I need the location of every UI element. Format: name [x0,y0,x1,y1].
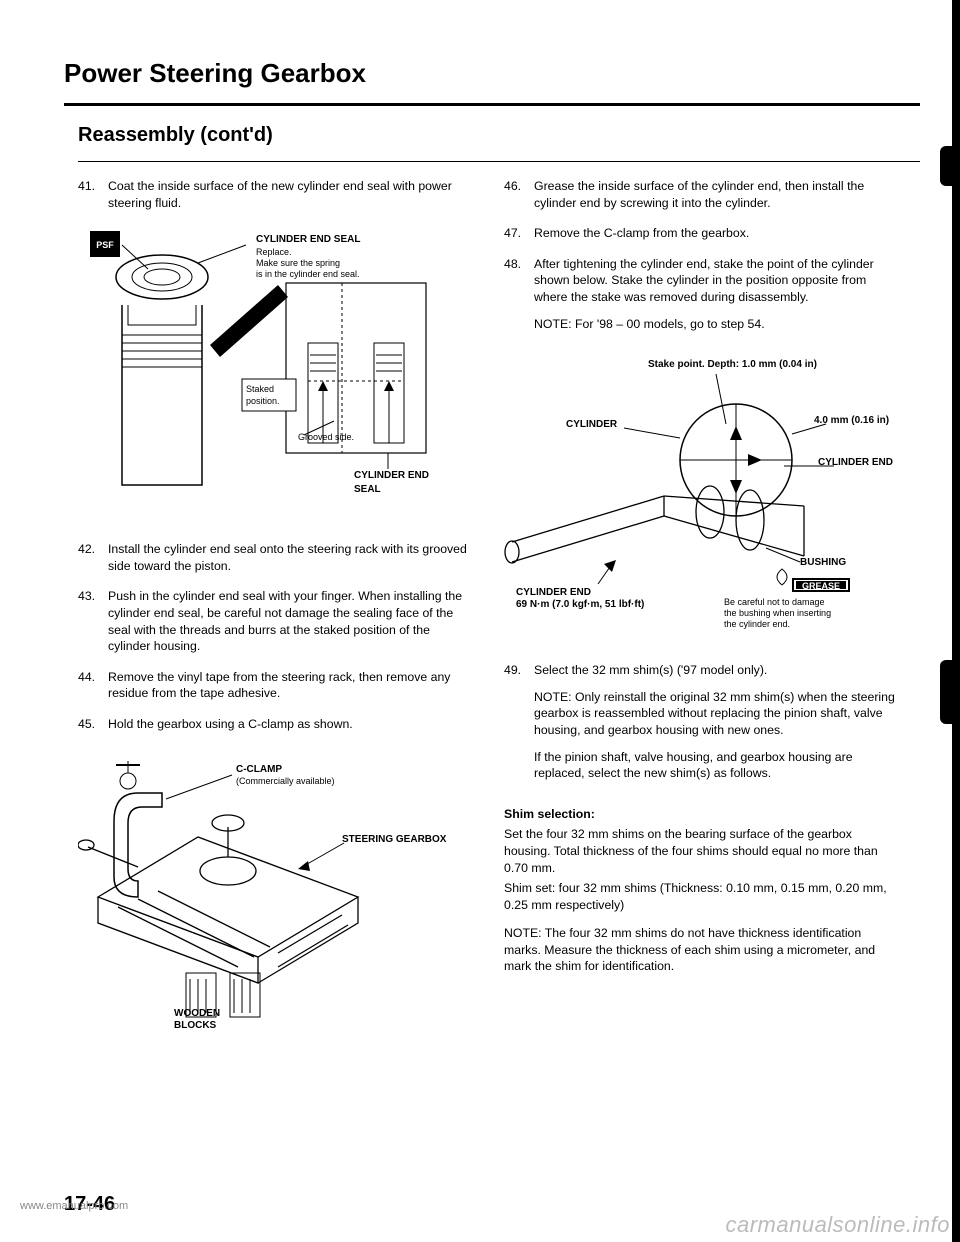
fig2-blocks2: BLOCKS [174,1019,216,1033]
step-49: 49. Select the 32 mm shim(s) ('97 model … [504,662,896,792]
step-number: 41. [78,178,100,211]
fig3-cylend: CYLINDER END [818,456,893,470]
figure-cylinder-end-seal: PSF [78,225,470,525]
fig1-label-a3: is in the cylinder end seal. [256,268,360,280]
step-text: Remove the C-clamp from the gearbox. [534,225,896,242]
step-47: 47. Remove the C-clamp from the gearbox. [504,225,896,242]
step-number: 42. [78,541,100,574]
figure2-svg [78,757,458,1027]
figure-c-clamp: C-CLAMP (Commercially available) STEERIN… [78,757,470,1027]
fig3-cylinder: CYLINDER [566,418,617,432]
step-41: 41. Coat the inside surface of the new c… [78,178,470,211]
page-content: Power Steering Gearbox Reassembly (cont'… [0,0,960,1063]
step-48: 48. After tightening the cylinder end, s… [504,256,896,342]
step-44: 44. Remove the vinyl tape from the steer… [78,669,470,702]
step-number: 43. [78,588,100,654]
step-45: 45. Hold the gearbox using a C-clamp as … [78,716,470,733]
fig3-stake: Stake point. Depth: 1.0 mm (0.04 in) [648,358,817,372]
left-column: 41. Coat the inside surface of the new c… [78,178,470,1043]
fig1-label-b: CYLINDER END SEAL [354,469,444,496]
fig3-torque2: 69 N·m (7.0 kgf·m, 51 lbf·ft) [516,598,644,612]
right-column: 46. Grease the inside surface of the cyl… [504,178,896,1043]
step-48-note: NOTE: For '98 – 00 models, go to step 54… [534,316,896,333]
step-number: 49. [504,662,526,792]
step-43: 43. Push in the cylinder end seal with y… [78,588,470,654]
figure-stake-point: Stake point. Depth: 1.0 mm (0.04 in) CYL… [504,356,896,646]
fig1-label-a: CYLINDER END SEAL [256,233,360,247]
rule-under-title [64,103,920,106]
step-text: Select the 32 mm shim(s) ('97 model only… [534,662,896,792]
section-title: Reassembly (cont'd) [78,124,920,147]
rule-under-section [78,161,920,162]
step-number: 48. [504,256,526,342]
step-text: Push in the cylinder end seal with your … [108,588,470,654]
fig3-care3: the cylinder end. [724,618,790,630]
fig1-staked: Staked position. [246,383,294,407]
watermark-left: www.emanualpro.com [20,1200,128,1212]
step-49-note1: NOTE: Only reinstall the original 32 mm … [534,689,896,739]
two-column-layout: 41. Coat the inside surface of the new c… [78,178,920,1043]
step-46: 46. Grease the inside surface of the cyl… [504,178,896,211]
fig3-grease: GREASE [802,580,840,592]
step-number: 44. [78,669,100,702]
step-text: After tightening the cylinder end, stake… [534,256,896,342]
step-text: Hold the gearbox using a C-clamp as show… [108,716,470,733]
page-title: Power Steering Gearbox [64,58,920,89]
fig1-grooved: Grooved side. [298,431,354,443]
watermark-right: carmanualsonline.info [725,1212,950,1238]
step-text: Install the cylinder end seal onto the s… [108,541,470,574]
step-text: Coat the inside surface of the new cylin… [108,178,470,211]
shim-selection-head: Shim selection: [504,806,896,823]
fig2-gearbox: STEERING GEARBOX [342,833,446,847]
step-number: 45. [78,716,100,733]
step-49-text: Select the 32 mm shim(s) ('97 model only… [534,662,896,679]
step-number: 47. [504,225,526,242]
shim-para2: Shim set: four 32 mm shims (Thickness: 0… [504,880,896,913]
step-48-text: After tightening the cylinder end, stake… [534,256,896,306]
step-text: Remove the vinyl tape from the steering … [108,669,470,702]
shim-para1: Set the four 32 mm shims on the bearing … [504,826,896,876]
fig3-dim: 4.0 mm (0.16 in) [814,414,889,428]
fig2-clamp-sub: (Commercially available) [236,775,335,787]
step-49-note2: If the pinion shaft, valve housing, and … [534,749,896,782]
fig3-bushing: BUSHING [800,556,846,570]
step-text: Grease the inside surface of the cylinde… [534,178,896,211]
step-42: 42. Install the cylinder end seal onto t… [78,541,470,574]
shim-note: NOTE: The four 32 mm shims do not have t… [504,925,896,975]
svg-text:PSF: PSF [96,240,114,250]
step-number: 46. [504,178,526,211]
